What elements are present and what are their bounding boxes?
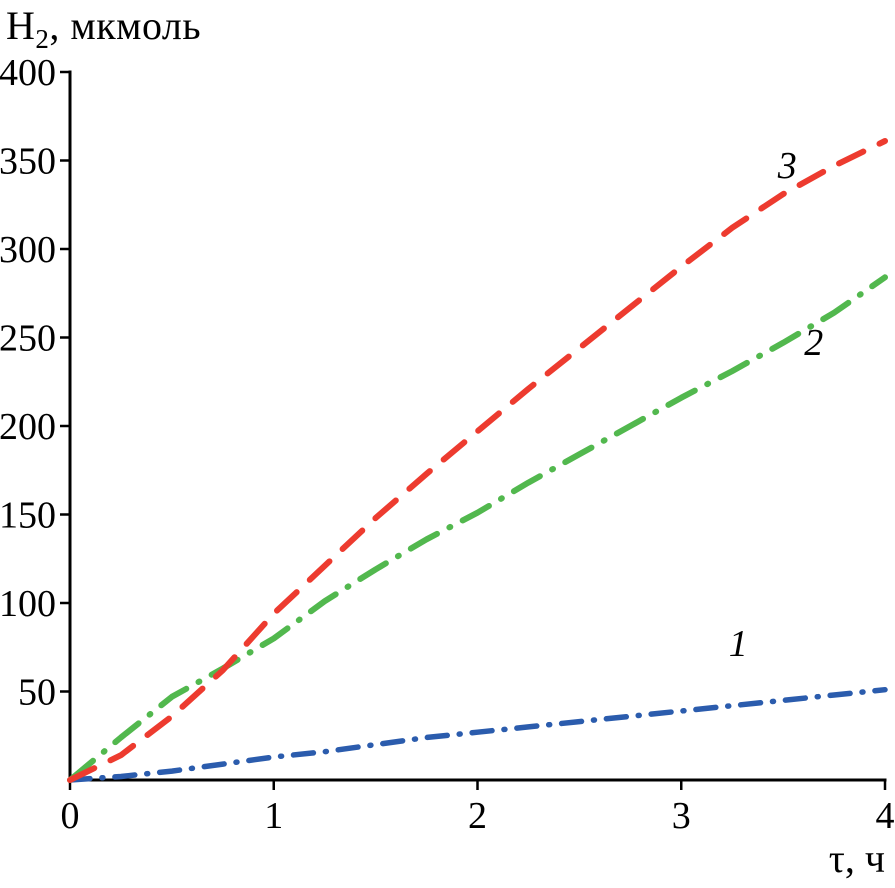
- y-tick-label: 150: [0, 495, 56, 537]
- axes: [68, 70, 887, 782]
- y-tick-label: 400: [0, 52, 56, 94]
- series-label-1: 1: [729, 623, 748, 665]
- y-tick-label: 100: [0, 583, 56, 625]
- x-tick-label: 0: [61, 795, 80, 837]
- y-axis-title-base: H: [6, 3, 36, 48]
- series-label-2: 2: [804, 322, 823, 364]
- x-tick-label: 1: [264, 795, 283, 837]
- y-axis-title-rest: , мкмоль: [49, 3, 202, 48]
- y-axis-title: H2, мкмоль: [6, 2, 201, 55]
- x-axis-title: τ, ч: [828, 836, 885, 881]
- series-label-3: 3: [777, 145, 797, 187]
- series-line-1: [67, 686, 888, 783]
- y-axis-title-sub: 2: [35, 24, 50, 54]
- series-line-3: [67, 138, 888, 783]
- x-tick-label: 2: [468, 795, 487, 837]
- series-line-2: [67, 274, 888, 783]
- y-tick-label: 300: [0, 229, 56, 271]
- y-tick-label: 200: [0, 406, 56, 448]
- y-tick-label: 50: [18, 672, 56, 714]
- x-tick-label: 4: [876, 795, 895, 837]
- x-tick-label: 3: [672, 795, 691, 837]
- y-tick-label: 250: [0, 318, 56, 360]
- y-tick-label: 350: [0, 141, 56, 183]
